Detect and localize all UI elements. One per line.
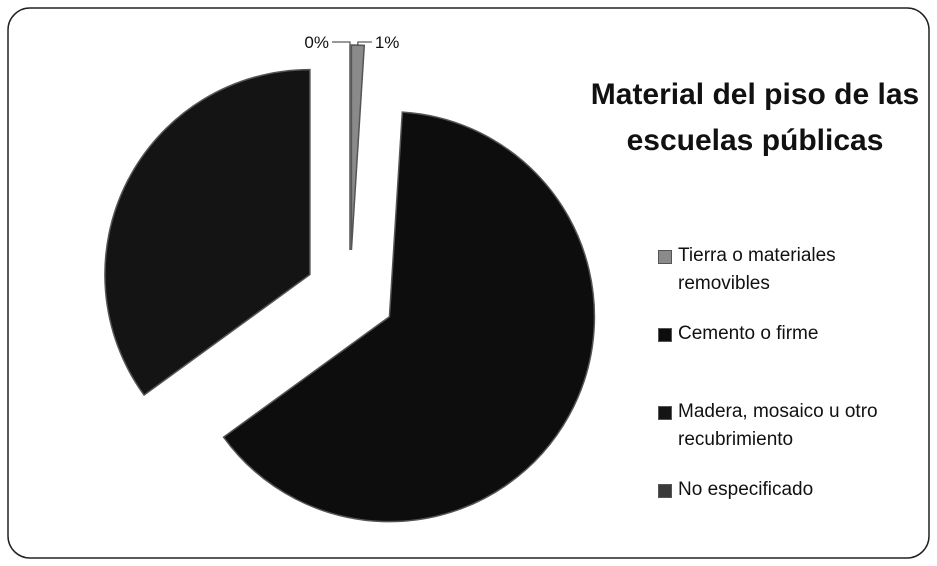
legend-label: No especificado bbox=[678, 479, 814, 500]
legend-item: Madera, mosaico u otro recubrimiento bbox=[658, 398, 928, 454]
legend-item: Tierra o materiales removibles bbox=[658, 242, 928, 298]
legend-item: No especificado bbox=[658, 476, 928, 504]
leader-line bbox=[332, 41, 351, 45]
leader-line bbox=[357, 41, 372, 46]
legend-label: Cemento o firme bbox=[678, 323, 819, 344]
legend-swatch bbox=[658, 250, 672, 264]
chart-border bbox=[7, 7, 930, 559]
legend-label: Madera, mosaico u otro recubrimiento bbox=[678, 401, 878, 450]
legend-label: Tierra o materiales removibles bbox=[678, 245, 836, 294]
legend-swatch bbox=[658, 328, 672, 342]
pie-slice bbox=[350, 44, 366, 251]
legend-item: Cemento o firme bbox=[658, 320, 928, 348]
legend-swatch bbox=[658, 484, 672, 498]
data-label: 0% bbox=[304, 33, 329, 52]
chart-title: Material del piso de las escuelas públic… bbox=[590, 78, 920, 157]
data-label: 1% bbox=[375, 33, 400, 52]
legend-swatch bbox=[658, 406, 672, 420]
pie-slice bbox=[104, 68, 311, 397]
pie-slice bbox=[222, 111, 596, 523]
